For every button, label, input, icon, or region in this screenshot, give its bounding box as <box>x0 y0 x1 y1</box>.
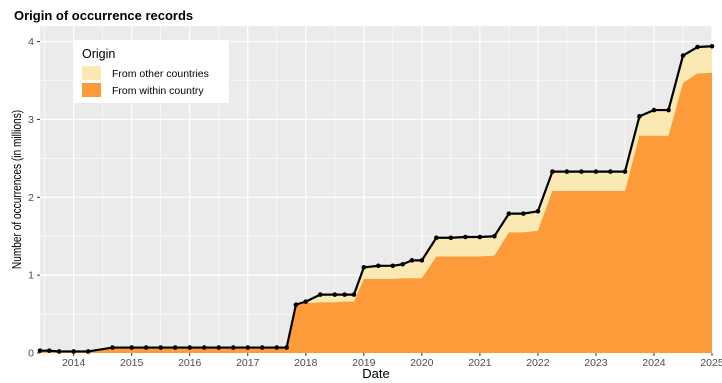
total-point <box>351 292 357 297</box>
y-tick-label: 3 <box>28 114 34 126</box>
total-point <box>448 235 454 241</box>
chart-title: Origin of occurrence records <box>14 8 193 23</box>
area-from-within-country <box>40 72 712 353</box>
total-point <box>622 169 628 174</box>
total-point <box>158 345 164 350</box>
total-point <box>400 261 405 267</box>
total-point <box>535 209 541 214</box>
total-point <box>651 107 657 113</box>
total-point <box>172 345 178 350</box>
x-tick-label: 2023 <box>584 357 608 369</box>
x-tick-label: 2021 <box>468 357 492 369</box>
legend-swatch-other <box>82 66 101 80</box>
total-point <box>680 53 686 58</box>
stacked-areas <box>40 46 712 353</box>
total-point <box>550 169 555 174</box>
x-tick-label: 2017 <box>236 357 260 369</box>
total-point <box>56 349 62 354</box>
total-point <box>463 234 468 240</box>
x-tick-label: 2024 <box>642 357 666 369</box>
total-point <box>361 265 367 270</box>
total-point <box>71 349 76 354</box>
total-point <box>293 302 299 308</box>
total-point <box>342 292 347 297</box>
total-point <box>187 345 193 350</box>
total-point <box>46 348 52 353</box>
total-point <box>110 345 115 350</box>
total-point <box>666 107 671 113</box>
total-point <box>129 345 134 350</box>
y-tick-label: 2 <box>28 192 34 204</box>
y-tick-label: 1 <box>28 270 34 282</box>
total-point <box>230 345 236 350</box>
legend-title: Origin <box>82 47 115 61</box>
total-point <box>37 348 43 353</box>
legend: Origin From other countries From within … <box>73 40 229 103</box>
total-point <box>245 345 251 350</box>
total-point <box>521 211 526 216</box>
legend-swatch-within <box>82 83 101 97</box>
total-point <box>85 349 91 354</box>
y-axis-ticks: 0 1 2 3 4 <box>28 36 40 360</box>
x-tick-label: 2018 <box>294 357 318 369</box>
y-axis-label: Number of occurrences (in millions) <box>10 110 24 269</box>
y-tick-label: 4 <box>28 36 34 48</box>
total-point <box>376 263 381 269</box>
x-tick-label: 2025 <box>700 357 722 369</box>
total-point <box>637 114 642 119</box>
x-axis-ticks: 2014 2015 2016 2017 2018 2019 2020 2021 2022 2023… <box>62 353 722 369</box>
x-axis-label: Date <box>362 366 389 381</box>
total-point <box>434 235 439 241</box>
total-point <box>477 234 483 240</box>
total-point <box>201 345 207 350</box>
total-line <box>40 45 713 353</box>
total-point <box>579 169 584 174</box>
total-point <box>332 292 338 297</box>
total-point <box>390 263 396 269</box>
y-tick-label: 0 <box>28 348 34 360</box>
total-line-group <box>37 43 715 354</box>
x-tick-label: 2014 <box>62 357 86 369</box>
x-tick-label: 2022 <box>526 357 550 369</box>
x-tick-label: 2019 <box>352 357 376 369</box>
total-point <box>317 292 323 297</box>
total-point <box>409 258 415 263</box>
total-point <box>709 43 715 49</box>
total-point <box>492 233 497 239</box>
x-tick-label: 2020 <box>410 357 434 369</box>
total-point <box>593 169 599 174</box>
total-point <box>419 258 425 263</box>
x-tick-label: 2016 <box>178 357 202 369</box>
total-point <box>284 345 289 350</box>
legend-label-within: From within country <box>112 85 204 97</box>
total-point <box>608 169 613 174</box>
total-point <box>143 345 149 350</box>
x-tick-label: 2015 <box>120 357 144 369</box>
legend-label-other: From other countries <box>112 68 209 80</box>
total-point <box>259 345 265 350</box>
total-point <box>506 211 512 216</box>
total-point <box>303 299 309 304</box>
total-point <box>564 169 570 174</box>
total-point <box>216 345 222 350</box>
total-point <box>695 44 700 50</box>
total-point <box>274 345 280 350</box>
